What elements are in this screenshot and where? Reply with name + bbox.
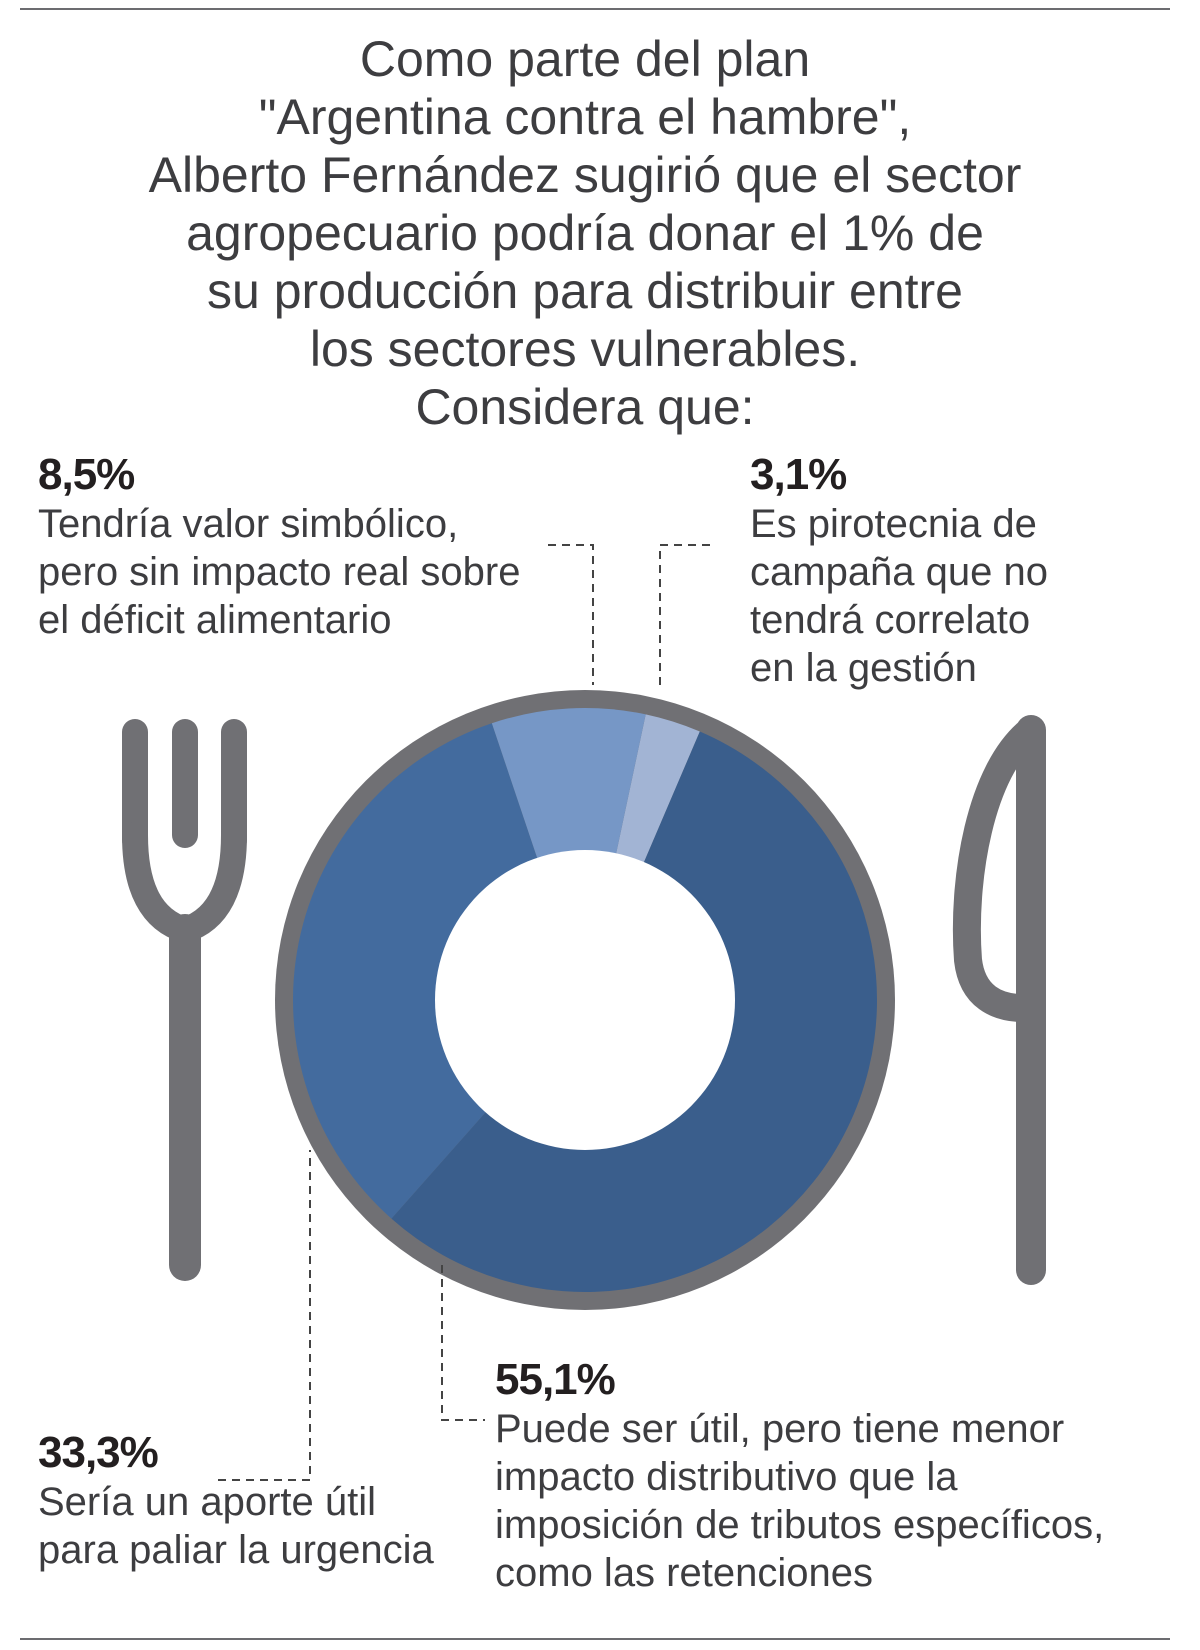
headline-line: su producción para distribuir entre (207, 263, 963, 319)
knife-blade (952, 716, 1045, 1023)
description-line: para paliar la urgencia (38, 1528, 434, 1572)
leader-lines (218, 544, 710, 1481)
description-line: Es pirotecnia de (750, 502, 1037, 546)
knife-icon (952, 715, 1046, 1285)
headline-line: Alberto Fernández sugirió que el sector (148, 147, 1022, 203)
description-line: impacto distributivo que la (495, 1455, 958, 1499)
data-label-urgencia: 33,3% (38, 1428, 159, 1477)
description-line: pero sin impacto real sobre (38, 550, 521, 594)
data-label-retenciones: 55,1% (495, 1355, 616, 1404)
label-pirotecnia: 3,1% Es pirotecnia de campaña que no ten… (750, 450, 1048, 692)
label-retenciones: 55,1% Puede ser útil, pero tiene menor i… (495, 1355, 1104, 1597)
description-line: Tendría valor simbólico, (38, 502, 459, 546)
headline-line: Considera que: (415, 379, 755, 435)
leader-line-retenciones (441, 1265, 485, 1421)
leader-line-urgencia (218, 1150, 311, 1481)
donut-hole (435, 850, 735, 1150)
leader-line-simbolico (548, 544, 594, 685)
fork-icon (122, 719, 247, 1281)
description-line: Puede ser útil, pero tiene menor (495, 1407, 1065, 1451)
headline: Como parte del plan "Argentina contra el… (60, 30, 1110, 436)
label-urgencia: 33,3% Sería un aporte útil para paliar l… (38, 1428, 434, 1574)
fork-tines (122, 719, 247, 853)
description-retenciones: Puede ser útil, pero tiene menor impacto… (495, 1405, 1104, 1597)
leader-line-pirotecnia (659, 544, 710, 685)
description-line: campaña que no (750, 550, 1049, 594)
bottom-rule (20, 1638, 1170, 1640)
top-rule (20, 8, 1170, 10)
description-simbolico: Tendría valor simbólico, pero sin impact… (38, 500, 520, 644)
data-label-simbolico: 8,5% (38, 450, 135, 499)
headline-line: agropecuario podría donar el 1% de (186, 205, 984, 261)
description-line: tendrá correlato (750, 598, 1031, 642)
label-simbolico: 8,5% Tendría valor simbólico, pero sin i… (38, 450, 520, 644)
headline-line: "Argentina contra el hambre", (258, 89, 912, 145)
description-urgencia: Sería un aporte útil para paliar la urge… (38, 1478, 434, 1574)
description-line: como las retenciones (495, 1551, 873, 1595)
headline-line: los sectores vulnerables. (309, 321, 861, 377)
description-pirotecnia: Es pirotecnia de campaña que no tendrá c… (750, 500, 1048, 692)
description-line: en la gestión (750, 646, 977, 690)
description-line: imposición de tributos específicos, (495, 1503, 1105, 1547)
headline-line: Como parte del plan (359, 31, 811, 87)
description-line: el déficit alimentario (38, 598, 392, 642)
data-label-pirotecnia: 3,1% (750, 450, 847, 499)
description-line: Sería un aporte útil (38, 1480, 376, 1524)
